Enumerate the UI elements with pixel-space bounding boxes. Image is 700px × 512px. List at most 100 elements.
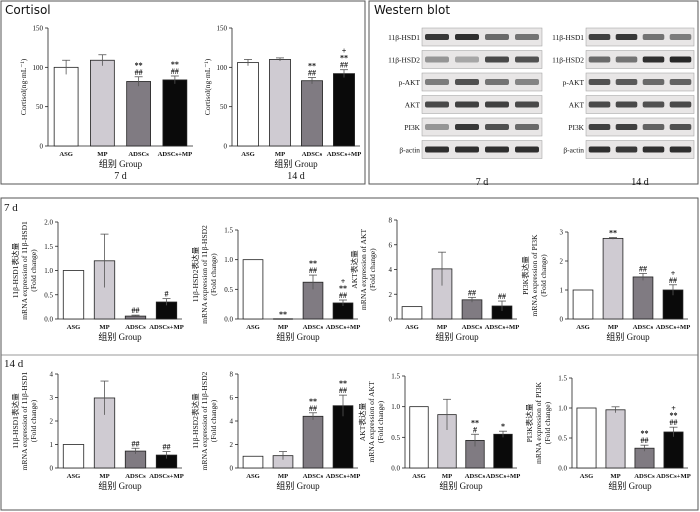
blot-strip [585, 50, 695, 69]
y-tick-label: 0 [40, 143, 44, 151]
bar-ASG [401, 306, 423, 320]
blot-band [669, 56, 692, 63]
x-axis-label: 组别 Group [99, 158, 143, 169]
significance-label: ## [639, 264, 647, 273]
x-axis-label: 组别 Group [276, 331, 320, 342]
x-tick-label: ADSCs+MP [485, 324, 520, 331]
blot-band [485, 146, 509, 153]
significance-label: ** [670, 411, 678, 420]
y-tick-label: 1.5 [224, 227, 233, 235]
x-tick-label: MP [437, 324, 447, 331]
blot-row-label: PI3K [404, 123, 420, 132]
x-tick-label: ASG [241, 151, 255, 158]
bar-ASG [242, 455, 264, 469]
blot-row-label: p-AKT [399, 78, 421, 87]
x-axis-label: 组别 Group [276, 480, 320, 491]
blot-band [425, 56, 449, 63]
significance-label: ## [171, 67, 179, 76]
blot-band [515, 124, 539, 130]
significance-label: ** [339, 284, 347, 293]
x-tick-label: ASG [67, 324, 81, 331]
blot-row-label: 11β-HSD1 [552, 33, 584, 42]
bar-ADSCs+MP [333, 73, 355, 147]
blot-band [425, 124, 449, 130]
bar-ADSCs [302, 415, 324, 469]
bar-ASG [409, 406, 429, 469]
y-tick-label: 1.5 [391, 373, 400, 381]
blot-band [615, 146, 638, 153]
blot-day-label: 7 d [476, 177, 489, 188]
blot-strip [421, 117, 543, 137]
blot-band [615, 79, 638, 85]
x-tick-label: MP [99, 473, 109, 480]
bar-ADSCs [461, 299, 483, 320]
blot-band [669, 124, 692, 130]
significance-label: ## [641, 436, 649, 445]
x-tick-label: ASG [59, 151, 73, 158]
x-tick-label: ADSCs+MP [326, 473, 361, 480]
y-tick-label: 0.0 [391, 465, 400, 473]
y-tick-label: 4 [230, 418, 234, 426]
bar-ASG [572, 289, 594, 320]
blot-strip [585, 72, 695, 92]
blot-band [642, 124, 665, 130]
x-axis-label: 组别 Group [608, 480, 652, 491]
blot-band [455, 56, 479, 63]
row-label-14d: 14 d [4, 358, 24, 370]
y-tick-label: 6 [389, 241, 393, 249]
blot-band [515, 34, 539, 40]
significance-label: ** [609, 229, 617, 238]
blot-strip [421, 72, 543, 92]
y-axis-label: mRNA expression of PI3K [530, 234, 539, 317]
blot-band [588, 124, 611, 130]
y-axis-label: 11β-HSD2表达量 [190, 393, 200, 449]
y-tick-label: 2.0 [44, 219, 53, 227]
significance-label: * [501, 422, 505, 431]
bar-ASG [53, 66, 79, 147]
y-axis-label: (Fold change) [29, 249, 38, 292]
y-tick-label: 0.5 [44, 291, 53, 299]
y-axis-label: mRNA expression of 11β-HSD2 [200, 225, 209, 324]
y-tick-label: 1 [50, 441, 54, 449]
bar-MP [605, 409, 626, 469]
blot-row-label: 11β-HSD2 [388, 56, 420, 65]
bar-ADSCs+MP [663, 431, 684, 469]
x-tick-label: ADSCs [303, 473, 324, 480]
cortisol-panel-frame [0, 0, 366, 185]
significance-label: ## [468, 288, 476, 297]
blot-strip [585, 117, 695, 137]
chart-title: 14 d [287, 171, 305, 182]
y-tick-label: 0.5 [558, 435, 567, 443]
y-tick-label: 6 [230, 394, 234, 402]
blot-strip [585, 140, 695, 159]
significance-label: # [165, 290, 169, 299]
y-tick-label: 1.0 [44, 267, 53, 275]
x-axis-label: 组别 Group [606, 331, 650, 342]
blot-band [642, 146, 665, 153]
significance-label: ## [132, 439, 140, 448]
x-tick-label: ASG [67, 473, 81, 480]
x-tick-label: ADSCs [633, 324, 654, 331]
x-tick-label: ADSCs [125, 473, 146, 480]
x-axis-label: 组别 Group [439, 480, 483, 491]
x-tick-label: ASG [405, 324, 419, 331]
bar-MP [602, 237, 624, 320]
significance-label: ** [471, 418, 479, 427]
x-tick-label: MP [278, 473, 288, 480]
significance-label: ## [309, 404, 317, 413]
y-tick-label: 1 [560, 287, 564, 295]
y-tick-label: 0 [224, 143, 228, 151]
blot-band [588, 101, 611, 108]
significance-label: ## [135, 68, 143, 77]
blot-strip [421, 140, 543, 159]
y-axis-label: PI3K表达量 [524, 403, 534, 442]
significance-label: + [671, 269, 676, 278]
y-tick-label: 150 [33, 25, 44, 33]
chart-r14_hsd2: 0 2 4 6 8 11β-HSD2表达量 mRNA expression of 11β-H… [190, 371, 360, 492]
significance-label: ## [498, 292, 506, 301]
blot-14d: 11β-HSD1 11β-HSD2 p-AKT AKT PI3K β-actin 14 d [552, 27, 695, 188]
y-tick-label: 8 [230, 371, 234, 379]
significance-label: ## [339, 386, 347, 395]
